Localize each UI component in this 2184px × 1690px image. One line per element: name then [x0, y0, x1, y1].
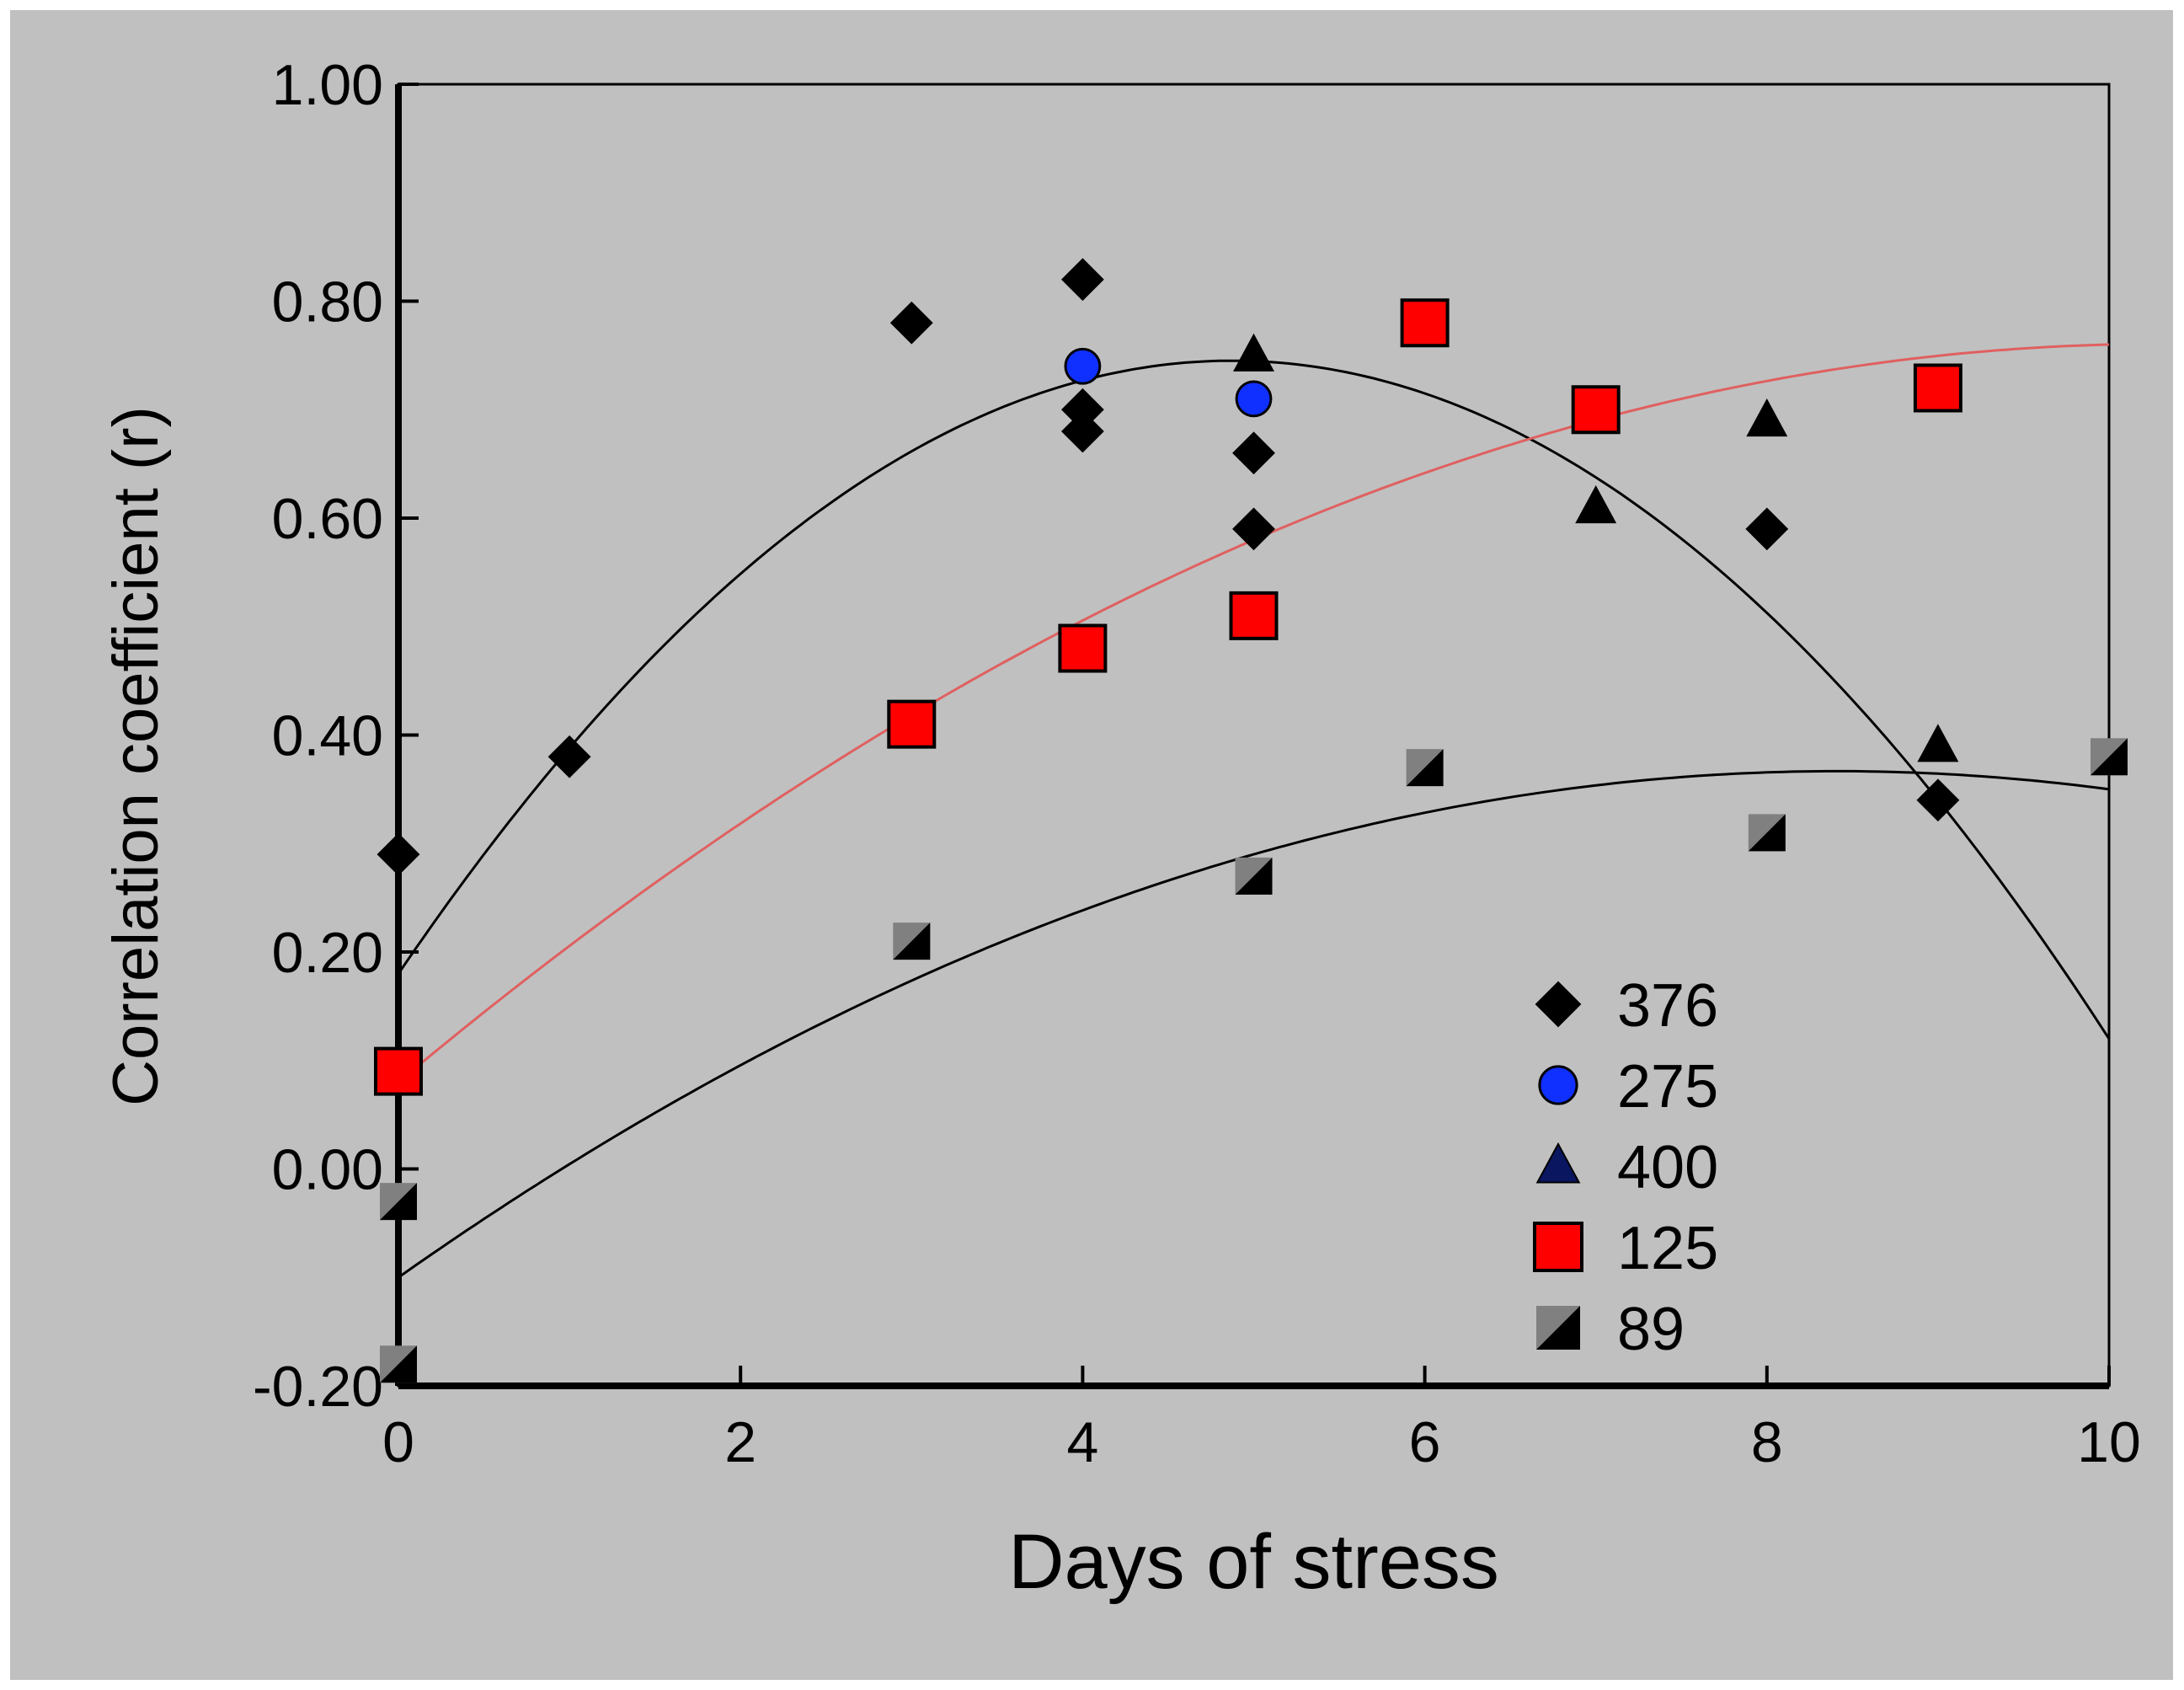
point-376 [547, 735, 591, 778]
point-125 [887, 699, 937, 749]
square-marker [1913, 363, 1962, 413]
legend-marker-400 [1535, 1142, 1581, 1184]
y-axis-title: Correlation coefficient (r) [100, 406, 172, 1106]
square-marker [1533, 1222, 1583, 1272]
legend-marker-275 [1538, 1065, 1578, 1105]
point-376 [1060, 409, 1104, 453]
axes: 0 2 4 6 8 10 -0.20 0.00 0.20 0.40 0.60 0.80 1.00 [253, 53, 2141, 1474]
y-tick-label: 0.00 [272, 1138, 383, 1202]
circle-marker [1538, 1065, 1578, 1105]
legend-label-125: 125 [1617, 1215, 1718, 1282]
x-tick-label: 10 [2077, 1410, 2141, 1474]
x-tick-label: 0 [382, 1410, 414, 1474]
point-275 [1064, 347, 1102, 385]
square-marker [1058, 623, 1108, 673]
point-125 [1913, 363, 1962, 413]
x-tick-label: 2 [724, 1410, 756, 1474]
data-points [374, 258, 2128, 1383]
diamond-marker [1745, 507, 1789, 551]
point-400 [1746, 398, 1788, 437]
half-square-dark [1406, 749, 1444, 787]
diamond-marker [1060, 409, 1104, 453]
point-89 [380, 1183, 417, 1221]
legend-marker-376 [1535, 981, 1582, 1028]
half-square-dark [1235, 857, 1273, 895]
point-89 [1406, 749, 1444, 787]
point-376 [889, 301, 933, 345]
triangle-marker [1535, 1142, 1581, 1184]
point-125 [1229, 591, 1279, 640]
point-275 [1235, 380, 1273, 418]
point-89 [2091, 738, 2128, 776]
triangle-marker [1917, 724, 1959, 762]
chart-frame: 0 2 4 6 8 10 -0.20 0.00 0.20 0.40 0.60 0.80 1.00 376… [10, 10, 2173, 1680]
point-376 [1060, 258, 1104, 302]
point-89 [380, 1345, 417, 1383]
point-400 [1917, 724, 1959, 762]
triangle-marker [1233, 333, 1274, 372]
scatter-chart: 0 2 4 6 8 10 -0.20 0.00 0.20 0.40 0.60 0.80 1.00 376… [100, 53, 2141, 1605]
legend-label-89: 89 [1617, 1296, 1685, 1363]
legend-label-400: 400 [1617, 1134, 1718, 1201]
point-376 [1916, 778, 1960, 822]
fit-89-curve [398, 769, 2110, 1279]
y-tick-label: 0.80 [272, 270, 383, 334]
diamond-marker [1535, 981, 1582, 1028]
diamond-marker [1916, 778, 1960, 822]
x-axis-title: Days of stress [1008, 1519, 1499, 1605]
point-376 [376, 832, 420, 876]
square-marker [1229, 591, 1279, 640]
point-125 [1400, 298, 1450, 348]
point-89 [893, 923, 931, 960]
diamond-marker [1060, 258, 1104, 302]
x-tick-label: 4 [1066, 1410, 1098, 1474]
diamond-marker [1232, 431, 1275, 475]
circle-marker [1235, 380, 1273, 418]
y-tick-label: 0.60 [272, 487, 383, 551]
square-marker [1571, 385, 1621, 435]
y-tick-label: 0.20 [272, 921, 383, 985]
point-400 [1575, 485, 1617, 524]
point-376 [1232, 431, 1275, 475]
half-square-dark [2091, 738, 2128, 776]
point-125 [1571, 385, 1621, 435]
y-tick-label: 0.40 [272, 704, 383, 768]
diamond-marker [547, 735, 591, 778]
square-marker [1400, 298, 1450, 348]
fit-curves [397, 343, 2111, 1279]
y-tick-label: 1.00 [272, 53, 383, 117]
circle-marker [1064, 347, 1102, 385]
half-square-dark [380, 1183, 417, 1221]
y-tick-label: -0.20 [253, 1355, 383, 1419]
half-square-dark [380, 1345, 417, 1383]
plot-border [397, 83, 2111, 1388]
diamond-marker [889, 301, 933, 345]
diamond-marker [376, 832, 420, 876]
legend-label-275: 275 [1617, 1053, 1718, 1120]
square-marker [887, 699, 937, 749]
legend: 376 275 400 125 89 [1533, 972, 1718, 1363]
half-square-dark [1748, 814, 1786, 852]
point-376 [1745, 507, 1789, 551]
half-square-dark [1536, 1306, 1580, 1350]
point-400 [1233, 333, 1274, 372]
point-125 [1058, 623, 1108, 673]
diamond-marker [1232, 507, 1275, 551]
point-89 [1235, 857, 1273, 895]
triangle-marker [1746, 398, 1788, 437]
legend-label-376: 376 [1617, 972, 1718, 1040]
square-marker [374, 1046, 423, 1096]
x-tick-label: 8 [1751, 1410, 1783, 1474]
point-125 [374, 1046, 423, 1096]
half-square-dark [893, 923, 931, 960]
point-376 [1232, 507, 1275, 551]
point-89 [1748, 814, 1786, 852]
legend-marker-89 [1536, 1306, 1580, 1350]
triangle-marker [1575, 485, 1617, 524]
legend-marker-125 [1533, 1222, 1583, 1272]
x-tick-label: 6 [1409, 1410, 1441, 1474]
